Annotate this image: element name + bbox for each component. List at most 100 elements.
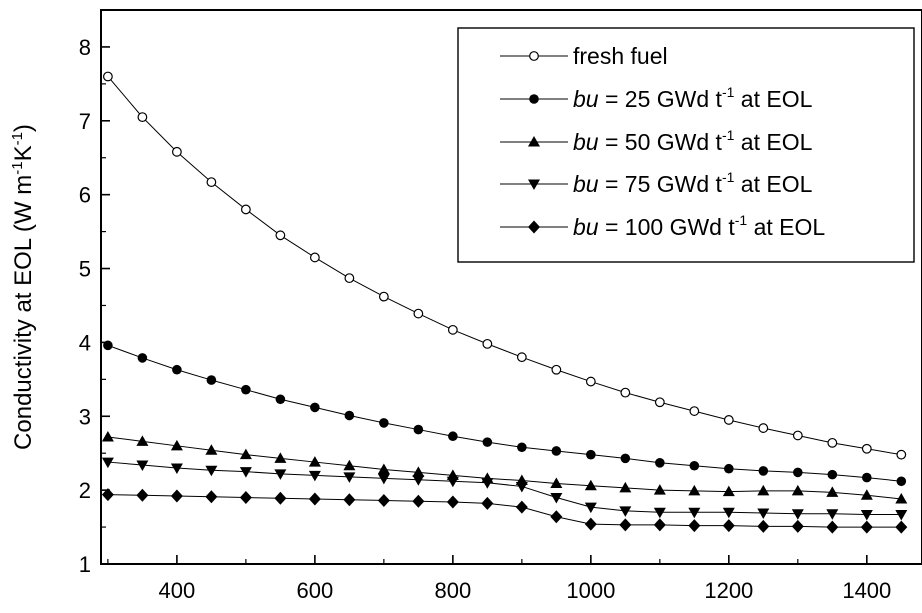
data-point	[275, 230, 286, 241]
data-point	[206, 375, 217, 385]
legend-item: bu = 75 GWd t-1 at EOL	[500, 169, 813, 197]
data-point	[791, 484, 804, 496]
legend-marker	[528, 179, 540, 190]
data-point	[481, 496, 494, 510]
series-line	[107, 494, 902, 528]
legend-label: fresh fuel	[573, 43, 668, 69]
data-point	[896, 449, 907, 460]
data-point	[655, 458, 665, 468]
data-point	[860, 489, 873, 500]
data-point	[688, 519, 701, 533]
series-2	[101, 430, 908, 504]
x-tick-label: 800	[434, 578, 471, 603]
x-tick-label: 600	[297, 578, 334, 603]
data-point	[516, 352, 527, 363]
data-point	[860, 510, 873, 521]
legend-label: bu = 50 GWd t-1 at EOL	[573, 127, 813, 155]
data-point	[653, 507, 666, 519]
y-tick-label: 2	[79, 478, 91, 503]
series-4	[101, 488, 908, 534]
data-point	[619, 518, 632, 532]
data-point	[412, 466, 425, 477]
data-point	[343, 493, 356, 507]
data-point	[895, 520, 908, 534]
data-point	[620, 387, 631, 398]
y-axis: 1 2 3 4 5 6 7 8	[79, 35, 110, 577]
series-line	[107, 436, 902, 500]
data-point	[619, 481, 632, 493]
data-point	[239, 491, 252, 505]
data-point	[205, 490, 218, 504]
series-line	[107, 461, 902, 516]
data-point	[171, 146, 182, 157]
data-point	[826, 520, 839, 534]
data-point	[344, 410, 355, 421]
data-point	[344, 273, 355, 284]
data-point	[136, 488, 149, 502]
data-point	[101, 430, 114, 442]
data-point	[308, 492, 321, 506]
data-point	[413, 308, 424, 319]
legend: fresh fuel bu = 25 GWd t-1 at EOL bu = 50 …	[457, 27, 915, 263]
data-point	[896, 476, 907, 487]
data-point	[757, 484, 770, 496]
data-point	[309, 252, 320, 263]
series-1	[103, 340, 907, 487]
data-point	[308, 456, 321, 467]
legend-item: fresh fuel	[500, 43, 668, 69]
data-point	[377, 473, 390, 485]
data-point	[551, 446, 562, 456]
data-point	[170, 463, 183, 474]
data-point	[412, 475, 425, 486]
data-point	[791, 509, 804, 520]
data-point	[861, 443, 872, 454]
series-line	[107, 76, 902, 456]
data-point	[446, 495, 459, 509]
data-point	[274, 452, 287, 463]
data-point	[792, 430, 803, 441]
x-tick-label: 1400	[842, 578, 891, 603]
data-point	[206, 177, 217, 188]
data-point	[689, 406, 700, 416]
data-point	[172, 364, 182, 375]
data-point	[274, 469, 287, 480]
data-point	[412, 494, 425, 508]
data-point	[688, 507, 701, 519]
data-point	[758, 423, 769, 433]
data-point	[827, 469, 838, 480]
data-point	[482, 338, 493, 349]
data-point	[654, 397, 665, 408]
y-tick-label: 5	[79, 257, 91, 282]
data-point	[205, 465, 218, 477]
series-line	[107, 344, 902, 482]
legend-marker	[528, 136, 540, 147]
data-point	[310, 402, 320, 413]
data-point	[653, 518, 666, 532]
y-tick-label: 7	[79, 109, 91, 134]
data-point	[827, 437, 838, 448]
y-axis-title-part: )	[10, 124, 37, 132]
data-point	[448, 431, 458, 442]
x-tick-label: 1200	[704, 578, 753, 603]
data-point	[620, 453, 631, 464]
data-point	[170, 489, 183, 503]
data-point	[550, 493, 563, 504]
data-point	[137, 112, 148, 123]
x-axis: 400 600 800 1000 1200 1400	[107, 555, 891, 603]
data-point	[274, 491, 287, 505]
y-axis-title-part: -1	[9, 132, 26, 145]
data-point	[793, 467, 803, 478]
data-point	[791, 519, 804, 533]
data-point	[722, 485, 735, 497]
data-point	[550, 477, 563, 488]
data-point	[482, 437, 493, 447]
data-point	[308, 470, 321, 482]
data-point	[826, 486, 839, 497]
data-point	[101, 457, 114, 469]
y-tick-label: 4	[79, 330, 91, 355]
data-point	[619, 506, 632, 517]
data-point	[101, 488, 114, 502]
data-point	[379, 418, 389, 428]
legend-item: bu = 25 GWd t-1 at EOL	[500, 84, 813, 112]
